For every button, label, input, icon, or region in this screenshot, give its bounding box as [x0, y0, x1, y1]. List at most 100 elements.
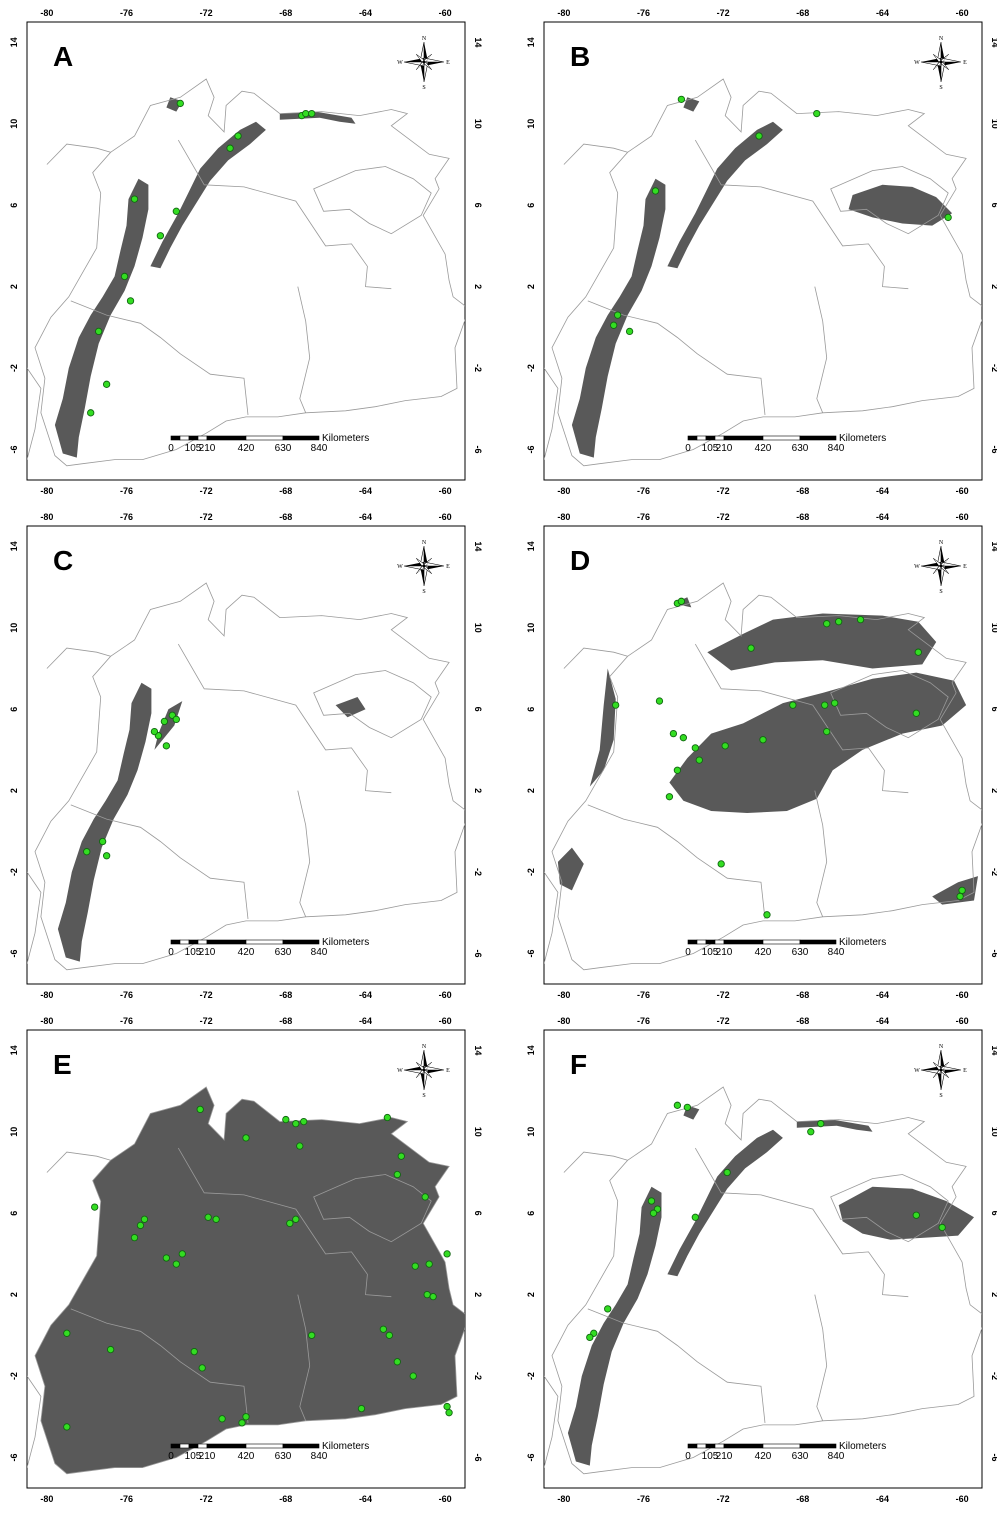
latitude-tick-label: -6 [473, 445, 483, 453]
longitude-tick-label: -76 [637, 486, 650, 496]
occurrence-point [789, 701, 797, 709]
occurrence-point [160, 717, 169, 726]
longitude-tick-label: -72 [200, 8, 213, 18]
habitat-area [667, 121, 783, 269]
predicted-habitat [557, 597, 978, 905]
latitude-tick-label: 6 [990, 707, 997, 712]
longitude-tick-label: -60 [439, 1494, 452, 1504]
latitude-tick-label: -6 [9, 445, 19, 453]
scale-tick-label: 420 [755, 1451, 772, 1462]
boundaries [544, 1086, 982, 1475]
latitude-tick-label: 6 [9, 1211, 19, 1216]
latitude-tick-label: 2 [9, 284, 19, 289]
latitude-tick-label: -6 [526, 445, 536, 453]
occurrence-point [242, 1134, 250, 1142]
longitude-tick-label: -72 [717, 1494, 730, 1504]
scale-unit-label: Kilometers [839, 433, 886, 444]
occurrence-point [673, 1101, 682, 1109]
occurrence-point [604, 1305, 612, 1313]
panel-label: E [53, 1049, 72, 1080]
scale-tick-label: 210 [716, 1451, 733, 1462]
longitude-tick-label: -80 [557, 512, 570, 522]
occurrence-point [357, 1404, 366, 1413]
longitude-tick-label: -64 [359, 512, 372, 522]
scale-tick-label: 0 [168, 947, 174, 958]
longitude-tick-label: -72 [200, 512, 213, 522]
occurrence-point [944, 213, 952, 222]
longitude-tick-label: -60 [956, 8, 969, 18]
latitude-tick-label: 10 [990, 623, 997, 633]
scale-tick-label: 840 [311, 443, 328, 454]
longitude-tick-label: -80 [557, 486, 570, 496]
occurrence-point [747, 644, 755, 652]
occurrence-point [63, 1329, 71, 1337]
habitat-area [54, 178, 149, 458]
boundary-line [694, 139, 909, 290]
longitude-tick-label: -72 [200, 1494, 213, 1504]
longitude-tick-label: -64 [876, 8, 889, 18]
compass-s-label: S [939, 85, 942, 91]
compass-rose-icon: N S E W [397, 1044, 450, 1099]
latitude-tick-label: 2 [473, 284, 483, 289]
boundary-line [177, 139, 392, 290]
compass-e-label: E [446, 60, 450, 66]
habitat-area [150, 121, 266, 269]
latitude-tick-label: -6 [473, 1453, 483, 1461]
map-content [544, 1086, 982, 1475]
latitude-tick-label: 10 [990, 119, 997, 129]
scale-tick-label: 420 [238, 443, 255, 454]
compass-s-label: S [422, 85, 425, 91]
latitude-tick-label: -6 [9, 1453, 19, 1461]
occurrence-point [238, 1419, 246, 1427]
scale-tick-label: 0 [685, 443, 691, 454]
longitude-tick-label: -64 [876, 990, 889, 1000]
boundary-line [814, 286, 828, 413]
boundary-line [46, 1151, 111, 1173]
boundary-line [814, 790, 828, 917]
boundary-line [313, 1174, 432, 1243]
longitude-tick-label: -68 [279, 1016, 292, 1026]
boundary-line [46, 143, 111, 165]
longitude-tick-label: -80 [40, 8, 53, 18]
occurrence-point [823, 620, 831, 628]
latitude-tick-label: 10 [473, 623, 483, 633]
habitat-area [707, 613, 937, 671]
boundary-line [544, 1375, 559, 1468]
occurrence-point [162, 742, 171, 750]
compass-w-label: W [914, 1068, 920, 1074]
scale-tick-label: 210 [199, 1451, 216, 1462]
longitude-tick-label: -64 [359, 1494, 372, 1504]
longitude-tick-label: -76 [120, 512, 133, 522]
occurrence-point [649, 1209, 658, 1217]
occurrence-point [443, 1402, 451, 1411]
occurrence-point [914, 648, 922, 656]
occurrence-point [586, 1333, 594, 1342]
occurrence-point [669, 729, 678, 738]
compass-n-label: N [422, 1044, 427, 1050]
occurrence-point [938, 1223, 946, 1232]
map-frame [26, 525, 466, 985]
compass-w-label: W [397, 60, 403, 66]
occurrence-point [835, 618, 843, 626]
occurrence-points [63, 1105, 453, 1431]
latitude-tick-label: 2 [526, 284, 536, 289]
latitude-tick-label: 6 [526, 1211, 536, 1216]
scale-tick-label: 630 [792, 443, 809, 454]
latitude-tick-label: 6 [9, 707, 19, 712]
scale-tick-label: 840 [311, 947, 328, 958]
longitude-tick-label: -60 [956, 486, 969, 496]
longitude-tick-label: -72 [200, 990, 213, 1000]
boundary-line [46, 647, 111, 669]
latitude-tick-label: -2 [990, 364, 997, 372]
panel-label: F [570, 1049, 587, 1080]
latitude-tick-label: 14 [526, 1045, 536, 1055]
scale-tick-label: 105 [185, 1451, 202, 1462]
boundary-line [27, 871, 42, 964]
latitude-tick-label: 10 [473, 1127, 483, 1137]
scale-tick-label: 0 [168, 443, 174, 454]
